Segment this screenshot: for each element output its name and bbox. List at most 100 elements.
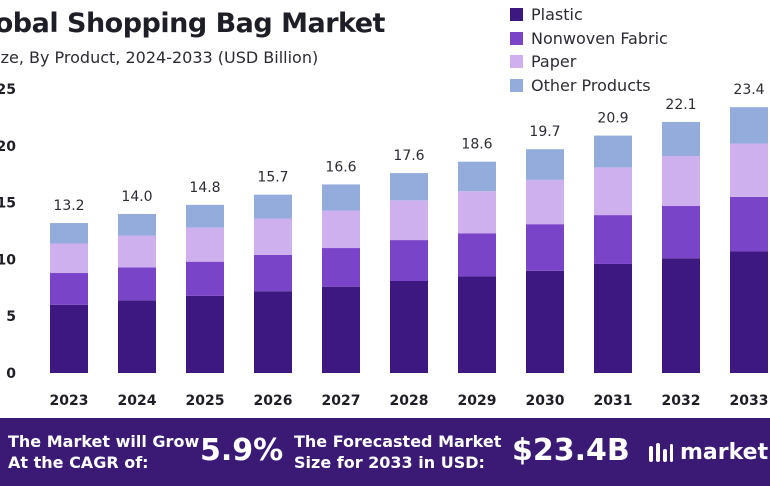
data-label-total-2033: 23.4 xyxy=(733,82,764,98)
chart-subtitle: Size, By Product, 2024-2033 (USD Billion… xyxy=(0,48,319,67)
bar-other-products-2024 xyxy=(118,213,156,236)
data-label-total-2031: 20.9 xyxy=(597,111,628,127)
y-tick-label: 25 xyxy=(0,82,16,98)
data-label-total-2028: 17.6 xyxy=(393,148,424,164)
bar-plastic-2033 xyxy=(730,251,768,373)
bar-paper-2025 xyxy=(186,227,224,262)
logo-text: market. xyxy=(680,440,770,465)
data-label-total-2025: 14.8 xyxy=(189,180,220,196)
bar-plastic-2029 xyxy=(458,276,496,373)
bar-other-products-2025 xyxy=(186,204,224,228)
legend-swatch-plastic xyxy=(510,8,523,22)
bar-paper-2026 xyxy=(254,218,292,255)
legend: Plastic Nonwoven Fabric Paper Other Prod… xyxy=(510,3,668,97)
x-tick-label-2023: 2023 xyxy=(50,393,89,409)
stacked-bar-chart: 051015202513.2202314.0202414.8202515.720… xyxy=(0,82,769,409)
forecast-label-line2: Size for 2033 in USD: xyxy=(294,453,485,472)
bar-paper-2030 xyxy=(526,179,564,225)
bar-paper-2033 xyxy=(730,143,768,197)
data-label-total-2030: 19.7 xyxy=(529,124,560,140)
data-label-total-2024: 14.0 xyxy=(121,189,152,205)
x-tick-label-2024: 2024 xyxy=(118,393,157,409)
data-label-total-2032: 22.1 xyxy=(665,97,696,113)
bar-nonwoven-fabric-2026 xyxy=(254,254,292,292)
cagr-label-line2: At the CAGR of: xyxy=(8,453,149,472)
cagr-label: The Market will Grow At the CAGR of: xyxy=(8,431,199,473)
x-tick-label-2032: 2032 xyxy=(662,393,701,409)
bar-other-products-2032 xyxy=(662,121,700,157)
legend-swatch-paper xyxy=(510,55,523,69)
bar-nonwoven-fabric-2031 xyxy=(594,215,632,264)
legend-label-other: Other Products xyxy=(531,75,651,95)
bar-nonwoven-fabric-2024 xyxy=(118,267,156,301)
summary-banner: The Market will Grow At the CAGR of: 5.9… xyxy=(0,418,770,486)
bar-other-products-2023 xyxy=(50,223,88,244)
bar-other-products-2027 xyxy=(322,184,360,211)
bar-plastic-2031 xyxy=(594,263,632,373)
x-tick-label-2026: 2026 xyxy=(254,393,293,409)
legend-item-plastic: Plastic xyxy=(510,3,668,27)
bar-other-products-2029 xyxy=(458,161,496,192)
x-tick-label-2027: 2027 xyxy=(322,393,361,409)
bar-plastic-2027 xyxy=(322,286,360,373)
data-label-total-2027: 16.6 xyxy=(325,159,356,175)
bar-paper-2029 xyxy=(458,191,496,234)
x-tick-label-2028: 2028 xyxy=(390,393,429,409)
bar-other-products-2030 xyxy=(526,149,564,180)
bar-paper-2027 xyxy=(322,210,360,249)
bar-plastic-2024 xyxy=(118,300,156,373)
bar-paper-2023 xyxy=(50,243,88,274)
forecast-value: $23.4B xyxy=(512,433,630,468)
data-label-total-2026: 15.7 xyxy=(257,170,288,186)
bar-paper-2024 xyxy=(118,235,156,268)
data-label-total-2029: 18.6 xyxy=(461,137,492,153)
x-tick-label-2031: 2031 xyxy=(594,393,633,409)
legend-label-plastic: Plastic xyxy=(531,5,583,25)
bar-nonwoven-fabric-2030 xyxy=(526,224,564,271)
legend-swatch-nonwoven xyxy=(510,31,523,45)
legend-label-paper: Paper xyxy=(531,52,577,72)
bar-nonwoven-fabric-2028 xyxy=(390,240,428,281)
bar-plastic-2028 xyxy=(390,280,428,373)
y-tick-label: 10 xyxy=(0,252,16,268)
bar-paper-2031 xyxy=(594,167,632,216)
x-tick-label-2030: 2030 xyxy=(526,393,565,409)
legend-swatch-other xyxy=(510,78,523,92)
bar-plastic-2032 xyxy=(662,258,700,373)
bar-nonwoven-fabric-2025 xyxy=(186,261,224,296)
bar-plastic-2025 xyxy=(186,295,224,373)
y-tick-label: 5 xyxy=(6,309,16,325)
bar-nonwoven-fabric-2023 xyxy=(50,273,88,305)
bar-other-products-2033 xyxy=(730,107,768,144)
logo-mark-icon xyxy=(649,443,673,462)
bar-plastic-2026 xyxy=(254,291,292,373)
chart-title: lobal Shopping Bag Market xyxy=(0,8,385,39)
bar-nonwoven-fabric-2033 xyxy=(730,196,768,252)
bar-nonwoven-fabric-2032 xyxy=(662,206,700,259)
data-label-total-2023: 13.2 xyxy=(53,198,84,214)
legend-item-nonwoven: Nonwoven Fabric xyxy=(510,27,668,51)
bar-plastic-2023 xyxy=(50,304,88,373)
legend-item-other: Other Products xyxy=(510,74,668,98)
bar-other-products-2028 xyxy=(390,173,428,201)
legend-label-nonwoven: Nonwoven Fabric xyxy=(531,28,668,48)
x-tick-label-2033: 2033 xyxy=(730,393,769,409)
legend-item-paper: Paper xyxy=(510,50,668,74)
bar-nonwoven-fabric-2027 xyxy=(322,248,360,287)
bar-paper-2032 xyxy=(662,156,700,207)
forecast-label-line1: The Forecasted Market xyxy=(294,432,502,451)
bar-other-products-2031 xyxy=(594,135,632,168)
forecast-label: The Forecasted Market Size for 2033 in U… xyxy=(294,431,501,473)
bar-other-products-2026 xyxy=(254,194,292,219)
brand-logo: market. xyxy=(648,440,770,465)
cagr-label-line1: The Market will Grow xyxy=(8,432,200,451)
x-tick-label-2025: 2025 xyxy=(186,393,225,409)
bar-nonwoven-fabric-2029 xyxy=(458,233,496,277)
y-tick-label: 15 xyxy=(0,196,16,212)
x-tick-label-2029: 2029 xyxy=(458,393,497,409)
y-tick-label: 20 xyxy=(0,139,16,155)
cagr-value: 5.9% xyxy=(200,433,284,468)
bar-plastic-2030 xyxy=(526,270,564,373)
y-tick-label: 0 xyxy=(6,366,16,382)
bar-paper-2028 xyxy=(390,200,428,241)
